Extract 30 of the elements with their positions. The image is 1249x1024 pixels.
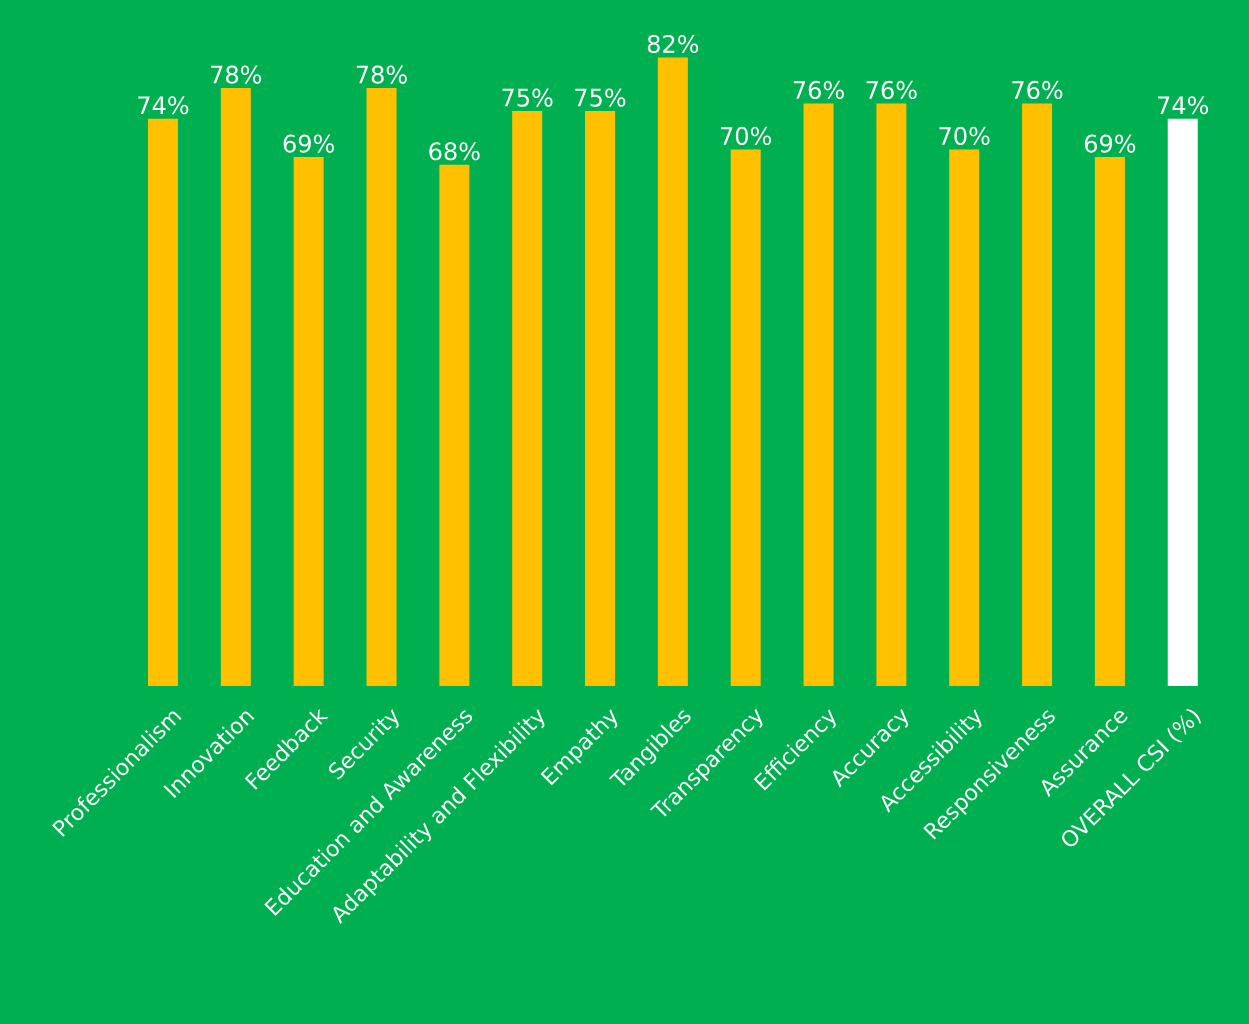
bar <box>220 88 251 686</box>
bar <box>293 157 324 686</box>
data-label: 69% <box>1084 134 1136 153</box>
data-label: 78% <box>356 65 407 84</box>
bar <box>1022 103 1053 686</box>
data-label: 78% <box>211 65 262 84</box>
bar <box>148 118 178 686</box>
bar <box>730 149 761 686</box>
bar <box>585 111 616 686</box>
bar <box>657 57 688 686</box>
bar <box>439 164 470 686</box>
data-label: 75% <box>575 88 626 107</box>
bar <box>366 88 397 686</box>
data-label: 76% <box>793 80 844 100</box>
bar <box>1167 118 1198 686</box>
bar <box>512 111 543 686</box>
data-label: 75% <box>502 88 553 107</box>
data-label: 74% <box>1158 96 1209 115</box>
data-label: 68% <box>429 142 480 161</box>
data-label: 76% <box>866 80 917 100</box>
bar <box>949 149 980 686</box>
data-label: 82% <box>647 34 699 54</box>
data-label: 74% <box>138 96 189 115</box>
data-label: 76% <box>1012 80 1063 100</box>
data-label: 70% <box>939 126 990 146</box>
bar <box>1094 157 1125 686</box>
bar <box>876 103 907 686</box>
data-label: 70% <box>721 126 772 146</box>
bar <box>803 103 834 686</box>
data-label: 69% <box>283 134 335 153</box>
